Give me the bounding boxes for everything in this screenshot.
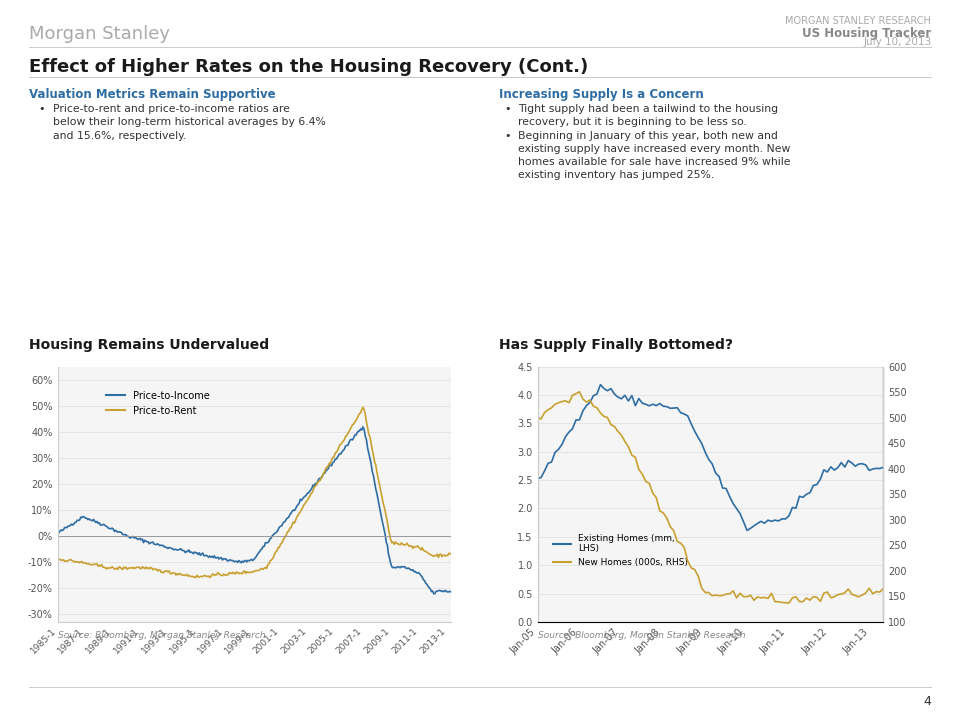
Text: Increasing Supply Is a Concern: Increasing Supply Is a Concern: [499, 88, 704, 101]
Text: Tight supply had been a tailwind to the housing
recovery, but it is beginning to: Tight supply had been a tailwind to the …: [518, 104, 779, 127]
Text: July 10, 2013: July 10, 2013: [863, 37, 931, 47]
Legend: Existing Homes (mm,
LHS), New Homes (000s, RHS): Existing Homes (mm, LHS), New Homes (000…: [549, 531, 691, 571]
Text: MORGAN STANLEY RESEARCH: MORGAN STANLEY RESEARCH: [785, 16, 931, 26]
Text: Has Supply Finally Bottomed?: Has Supply Finally Bottomed?: [499, 339, 733, 352]
Text: •: •: [504, 104, 511, 114]
Text: 4: 4: [924, 695, 931, 708]
Text: US Housing Tracker: US Housing Tracker: [802, 27, 931, 40]
Text: Morgan Stanley: Morgan Stanley: [29, 25, 170, 43]
Text: Housing Remains Undervalued: Housing Remains Undervalued: [29, 339, 269, 352]
Text: Beginning in January of this year, both new and
existing supply have increased e: Beginning in January of this year, both …: [518, 131, 791, 180]
Legend: Price-to-Income, Price-to-Rent: Price-to-Income, Price-to-Rent: [102, 387, 213, 419]
Text: Source: Bloomberg, Morgan Stanley Research: Source: Bloomberg, Morgan Stanley Resear…: [538, 631, 745, 641]
Text: Price-to-rent and price-to-income ratios are
below their long-term historical av: Price-to-rent and price-to-income ratios…: [53, 104, 325, 141]
Text: •: •: [38, 104, 45, 114]
Text: Valuation Metrics Remain Supportive: Valuation Metrics Remain Supportive: [29, 88, 276, 101]
Text: Effect of Higher Rates on the Housing Recovery (Cont.): Effect of Higher Rates on the Housing Re…: [29, 58, 588, 75]
Text: Source: Bloomberg, Morgan Stanley Research: Source: Bloomberg, Morgan Stanley Resear…: [58, 631, 265, 641]
Text: •: •: [504, 131, 511, 141]
